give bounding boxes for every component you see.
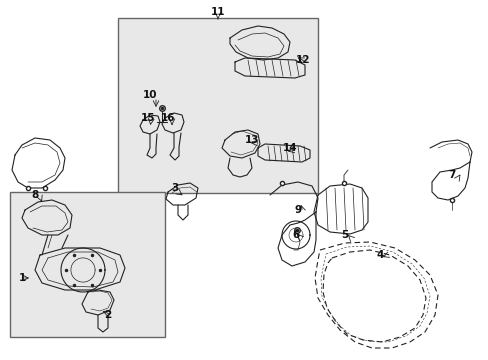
Text: 1: 1 — [19, 273, 25, 283]
Text: 6: 6 — [292, 230, 299, 240]
Text: 4: 4 — [376, 250, 383, 260]
Text: 2: 2 — [104, 310, 111, 320]
Text: 9: 9 — [294, 205, 301, 215]
Text: 11: 11 — [210, 7, 225, 17]
Text: 3: 3 — [171, 183, 178, 193]
Text: 7: 7 — [447, 170, 455, 180]
Bar — [10, 192, 164, 337]
Text: 15: 15 — [141, 113, 155, 123]
Bar — [118, 18, 317, 193]
Text: 13: 13 — [244, 135, 259, 145]
Text: 14: 14 — [282, 143, 297, 153]
Text: 5: 5 — [341, 230, 348, 240]
Text: 10: 10 — [142, 90, 157, 100]
Text: 16: 16 — [161, 113, 175, 123]
Text: 8: 8 — [31, 190, 39, 200]
Text: 12: 12 — [295, 55, 309, 65]
